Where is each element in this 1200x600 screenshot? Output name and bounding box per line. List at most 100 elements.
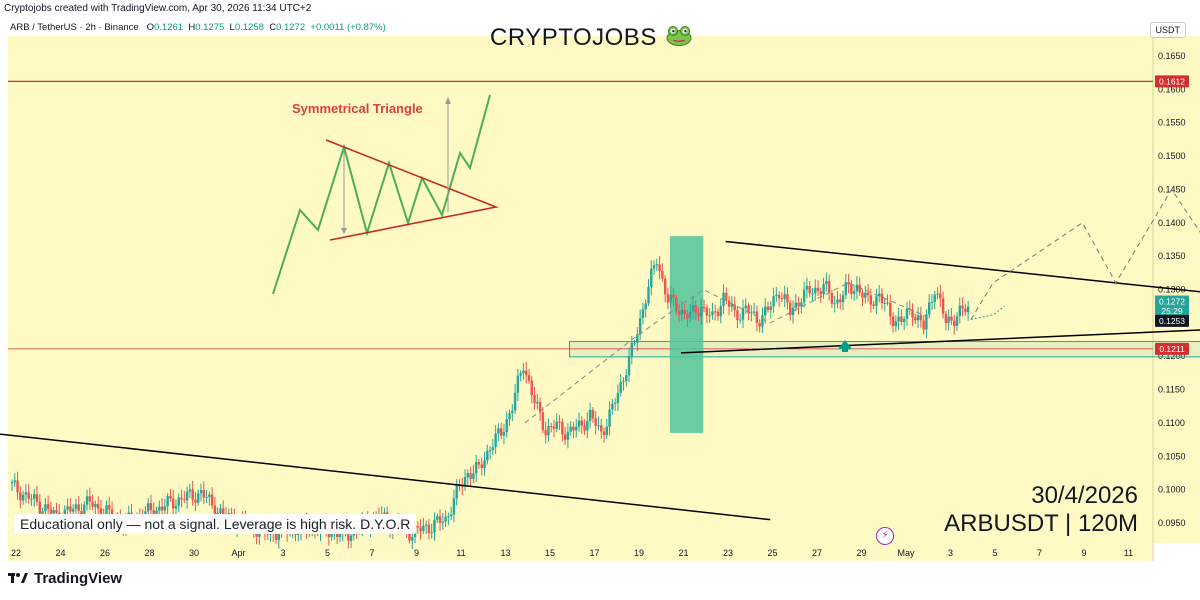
- pattern-height-arrow: [341, 228, 347, 234]
- candle-body: [499, 428, 503, 436]
- candle-body: [705, 307, 709, 316]
- arrow-up-icon: [838, 340, 852, 352]
- candle-body: [71, 508, 75, 512]
- candle-body: [961, 305, 964, 309]
- candle-body: [74, 504, 78, 509]
- candle-body: [508, 413, 511, 420]
- candle-body: [205, 496, 208, 498]
- candle-body: [536, 401, 539, 404]
- x-tick-label-14: 19: [634, 548, 644, 558]
- candle-body: [519, 373, 522, 376]
- x-tick-label-11: 13: [500, 548, 510, 558]
- candle-body: [711, 311, 714, 316]
- candle-body: [146, 503, 150, 512]
- candle-body: [800, 302, 803, 307]
- low-label: L: [229, 22, 235, 33]
- candle-body: [953, 320, 956, 326]
- date-stamp: 30/4/2026: [1031, 482, 1138, 509]
- plot-background: [8, 36, 1153, 543]
- x-tick-label-13: 17: [589, 548, 599, 558]
- candle-body: [436, 516, 439, 520]
- price-tag-0: [1155, 75, 1189, 88]
- candle-body: [727, 300, 731, 307]
- candle-body: [555, 421, 558, 429]
- candle-body: [675, 297, 678, 312]
- x-tick-label-6: 3: [280, 548, 285, 558]
- candle-body: [580, 420, 583, 426]
- candle-body: [861, 292, 864, 298]
- candle-body: [827, 281, 831, 293]
- candle-body: [466, 473, 470, 478]
- candle-body: [38, 502, 41, 514]
- candle-body: [936, 293, 939, 295]
- swing-path: [524, 282, 927, 424]
- candle-body: [330, 531, 333, 537]
- frog-icon: [665, 24, 693, 53]
- candle-body: [700, 307, 703, 317]
- currency-badge[interactable]: USDT: [1149, 22, 1186, 38]
- candle-body: [172, 498, 175, 509]
- candle-body: [836, 299, 839, 304]
- candle-body: [752, 311, 756, 313]
- candle-body: [44, 504, 47, 512]
- candle-body: [19, 492, 22, 501]
- x-tick-label-10: 11: [456, 548, 465, 558]
- lightning-icon[interactable]: ⚡: [876, 527, 894, 545]
- candle-body: [650, 268, 653, 288]
- candle-body: [933, 294, 936, 302]
- candle-body: [739, 319, 742, 321]
- next-move-path: [970, 305, 1005, 321]
- x-tick-label-9: 9: [414, 548, 419, 558]
- open-value: 0.1261: [153, 22, 184, 33]
- candle-body: [764, 306, 767, 316]
- candle-body: [21, 494, 25, 501]
- candle-body: [166, 495, 169, 507]
- candle-body: [719, 306, 722, 317]
- candle-body: [541, 412, 545, 431]
- candle-body: [905, 308, 909, 319]
- candle-body: [563, 434, 567, 440]
- candle-body: [783, 294, 786, 299]
- candle-body: [786, 294, 789, 303]
- candle-body: [461, 486, 464, 488]
- symbol-label[interactable]: ARB / TetherUS · 2h · Binance: [10, 22, 139, 33]
- candle-body: [683, 310, 686, 315]
- candle-body: [814, 287, 817, 294]
- candle-body: [622, 381, 625, 383]
- candle-body: [850, 284, 853, 294]
- candle-body: [613, 402, 617, 404]
- candle-body: [191, 489, 194, 500]
- candle-body: [791, 307, 795, 316]
- credit-line: Cryptojobs created with TradingView.com,…: [4, 3, 312, 14]
- pattern-target-arrow: [445, 97, 451, 104]
- candle-body: [616, 392, 620, 403]
- candle-body: [347, 532, 350, 541]
- y-tick-label-9: 0.1200: [1158, 351, 1186, 361]
- candle-body: [672, 294, 675, 298]
- price-tag-1: [1155, 295, 1189, 308]
- x-tick-label-0: 22: [11, 548, 21, 558]
- candle-body: [611, 403, 614, 410]
- y-tick-label-14: 0.0950: [1158, 518, 1186, 528]
- candle-body: [511, 410, 514, 414]
- candle-body: [183, 499, 186, 501]
- x-tick-label-7: 5: [325, 548, 330, 558]
- candle-body: [449, 514, 453, 517]
- candle-body: [847, 282, 850, 285]
- candle-body: [561, 422, 564, 435]
- candle-body: [830, 292, 834, 304]
- candle-body: [950, 316, 953, 321]
- candle-body: [149, 503, 153, 511]
- candle-body: [858, 284, 861, 293]
- candle-body: [594, 418, 597, 426]
- candle-body: [213, 505, 217, 517]
- tradingview-footer[interactable]: TradingView: [8, 570, 122, 587]
- price-tag-2: [1155, 304, 1189, 317]
- x-tick-label-21: 3: [948, 548, 953, 558]
- candle-body: [872, 304, 875, 306]
- candle-body: [958, 305, 961, 317]
- x-tick-label-1: 24: [55, 548, 65, 558]
- price-tag-label-2: 25:29: [1161, 306, 1183, 316]
- pattern-label: Symmetrical Triangle: [292, 101, 423, 116]
